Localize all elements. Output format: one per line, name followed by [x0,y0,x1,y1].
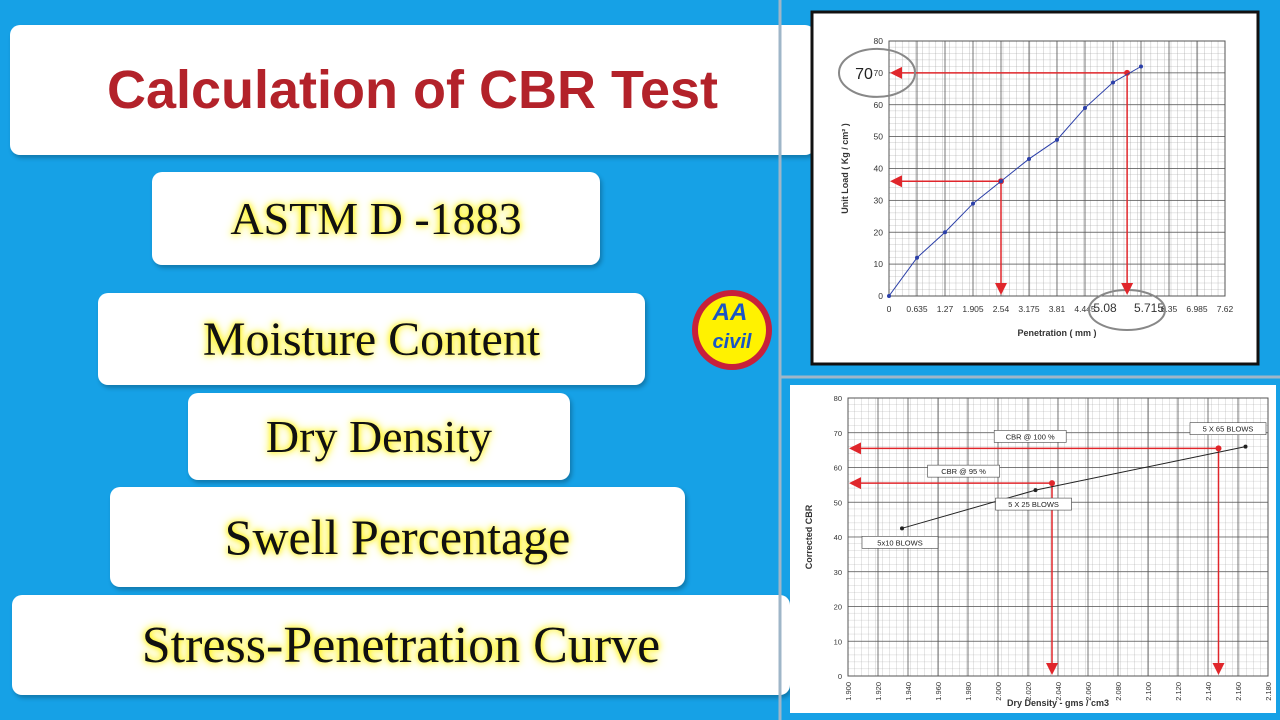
data-point [1111,80,1115,85]
data-point [971,201,975,206]
x-tick-label: 0 [887,304,892,314]
x-tick-label: 2.020 [1024,682,1033,701]
guide-label: CBR @ 100 % [1006,432,1055,441]
x-tick-label: 1.980 [964,682,973,701]
x-tick-label: 5.715 [1134,301,1164,315]
y-tick-label: 80 [874,36,884,46]
y-tick-label: 20 [874,227,884,237]
x-tick-label: 6.35 [1161,304,1178,314]
data-point [915,255,919,260]
label-box [927,464,1000,478]
x-tick-label: 6.985 [1186,304,1208,314]
y-tick-label: 40 [874,164,884,174]
data-point [999,179,1003,184]
logo-disc [698,296,766,364]
data-point [900,526,904,531]
guide-label: CBR @ 95 % [941,467,986,476]
highlight-circle [838,47,916,98]
x-tick-label: 5.08 [1093,301,1117,315]
data-point [887,294,891,298]
x-tick-label: 2.040 [1054,682,1063,701]
topic: Dry Density [265,411,493,462]
label-box [995,497,1072,511]
x-tick-label: 2.180 [1264,682,1273,701]
x-tick-label: 4.445 [1074,304,1096,314]
x-axis-title: Penetration ( mm ) [1017,328,1096,338]
x-tick-label: 7.62 [1217,304,1234,314]
topic-box: Moisture Content [98,293,645,385]
label-box [1189,422,1267,435]
topic-box: Swell Percentage [110,487,685,587]
data-point [1027,156,1031,161]
x-tick-label: 1.27 [937,304,954,314]
topic-box: ASTM D -1883 [152,172,600,265]
x-tick-label: 2.54 [993,304,1010,314]
x-tick-label: 2.160 [1234,682,1243,701]
data-line [888,66,1142,297]
point-label: 5 X 25 BLOWS [1008,500,1059,509]
y-tick-label: 40 [834,533,842,542]
x-tick-label: 0.635 [906,304,928,314]
y-tick-label: 70 [874,68,884,78]
point-label: 5x10 BLOWS [877,538,922,547]
y-axis-title: Unit Load ( Kg / cm² ) [840,123,850,214]
y-tick-label: 0 [838,672,842,681]
y-axis-title: Corrected CBR [804,504,814,569]
data-point [1033,488,1038,493]
x-tick-label: 2.120 [1174,682,1183,701]
title-box: Calculation of CBR Test [10,25,815,155]
y-tick-label: 60 [834,464,842,473]
x-tick-label: 1.920 [874,682,883,701]
logo: AA civil [692,290,772,370]
x-tick-label: 3.81 [1049,304,1066,314]
topic: Swell Percentage [224,509,571,565]
x-tick-label: 2.140 [1204,682,1213,701]
data-point [1055,137,1059,142]
topic: Stress-Penetration Curve [141,616,661,674]
topic-box: Stress-Penetration Curve [12,595,790,695]
title: Calculation of CBR Test [106,60,719,120]
y-tick-label: 70 [834,429,842,438]
topic: ASTM D -1883 [230,193,522,244]
logo-text: civil [713,331,752,353]
y-tick-label: 50 [874,132,884,142]
y-tick-label: 60 [874,100,884,110]
data-point [1243,444,1248,449]
data-point [943,230,947,235]
x-tick-label: 2.080 [1114,682,1123,701]
x-tick-label: 2.000 [994,682,1003,701]
x-tick-label: 2.060 [1084,682,1093,701]
topic-box: Dry Density [188,393,570,480]
x-tick-label: 3.175 [1018,304,1040,314]
label-box [993,430,1067,443]
y-tick-label: 20 [834,603,842,612]
y-tick-label: 10 [874,259,884,269]
guide-point [1215,445,1222,452]
logo-text: AA [712,299,748,326]
guide-point [1124,69,1131,76]
x-tick-label: 1.900 [844,682,853,701]
y-tick-label: 0 [878,291,883,301]
x-tick-label: 2.100 [1144,682,1153,701]
x-tick-label: 1.960 [934,682,943,701]
guide-point [1049,480,1055,487]
x-tick-label: 1.940 [904,682,913,701]
data-point [1139,64,1143,69]
x-axis-title: Dry Density - gms / cm3 [1007,698,1109,708]
data-point [1083,105,1087,110]
x-tick-label: 1.905 [962,304,984,314]
y-tick-label: 10 [834,637,842,646]
y-tick-label: 80 [834,394,842,403]
y-tick-label: 30 [834,568,842,577]
topic: Moisture Content [202,312,541,366]
label-box [861,536,939,549]
y-tick-label: 30 [874,195,884,205]
annotation: 70 [855,66,873,83]
point-label: 5 X 65 BLOWS [1203,425,1254,434]
y-tick-label: 50 [834,498,842,507]
